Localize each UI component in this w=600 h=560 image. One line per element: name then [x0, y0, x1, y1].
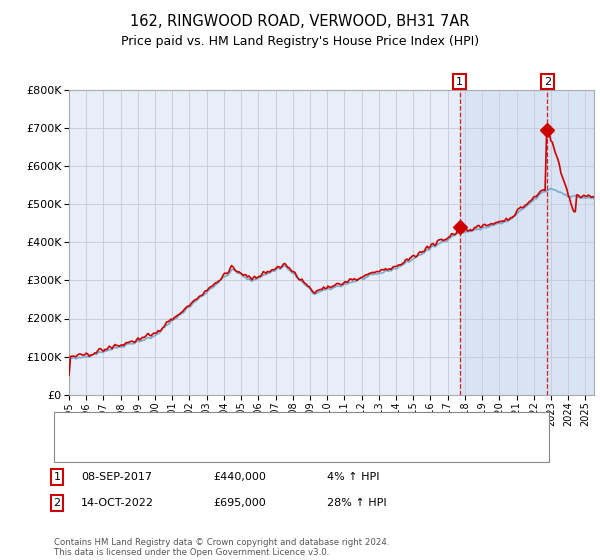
Text: 4% ↑ HPI: 4% ↑ HPI	[327, 472, 380, 482]
Text: 162, RINGWOOD ROAD, VERWOOD, BH31 7AR: 162, RINGWOOD ROAD, VERWOOD, BH31 7AR	[130, 14, 470, 29]
Bar	[460, 90, 600, 395]
Text: 2: 2	[544, 77, 551, 87]
Text: 1: 1	[456, 77, 463, 87]
Text: HPI: Average price, detached house, Dorset: HPI: Average price, detached house, Dors…	[99, 444, 326, 454]
Text: 162, RINGWOOD ROAD, VERWOOD, BH31 7AR (detached house): 162, RINGWOOD ROAD, VERWOOD, BH31 7AR (d…	[99, 421, 436, 431]
Text: 28% ↑ HPI: 28% ↑ HPI	[327, 498, 386, 508]
Text: £695,000: £695,000	[213, 498, 266, 508]
Text: Price paid vs. HM Land Registry's House Price Index (HPI): Price paid vs. HM Land Registry's House …	[121, 35, 479, 48]
Text: 2: 2	[53, 498, 61, 508]
Text: Contains HM Land Registry data © Crown copyright and database right 2024.
This d: Contains HM Land Registry data © Crown c…	[54, 538, 389, 557]
Text: 14-OCT-2022: 14-OCT-2022	[81, 498, 154, 508]
Text: 08-SEP-2017: 08-SEP-2017	[81, 472, 152, 482]
Text: £440,000: £440,000	[213, 472, 266, 482]
Text: 1: 1	[53, 472, 61, 482]
